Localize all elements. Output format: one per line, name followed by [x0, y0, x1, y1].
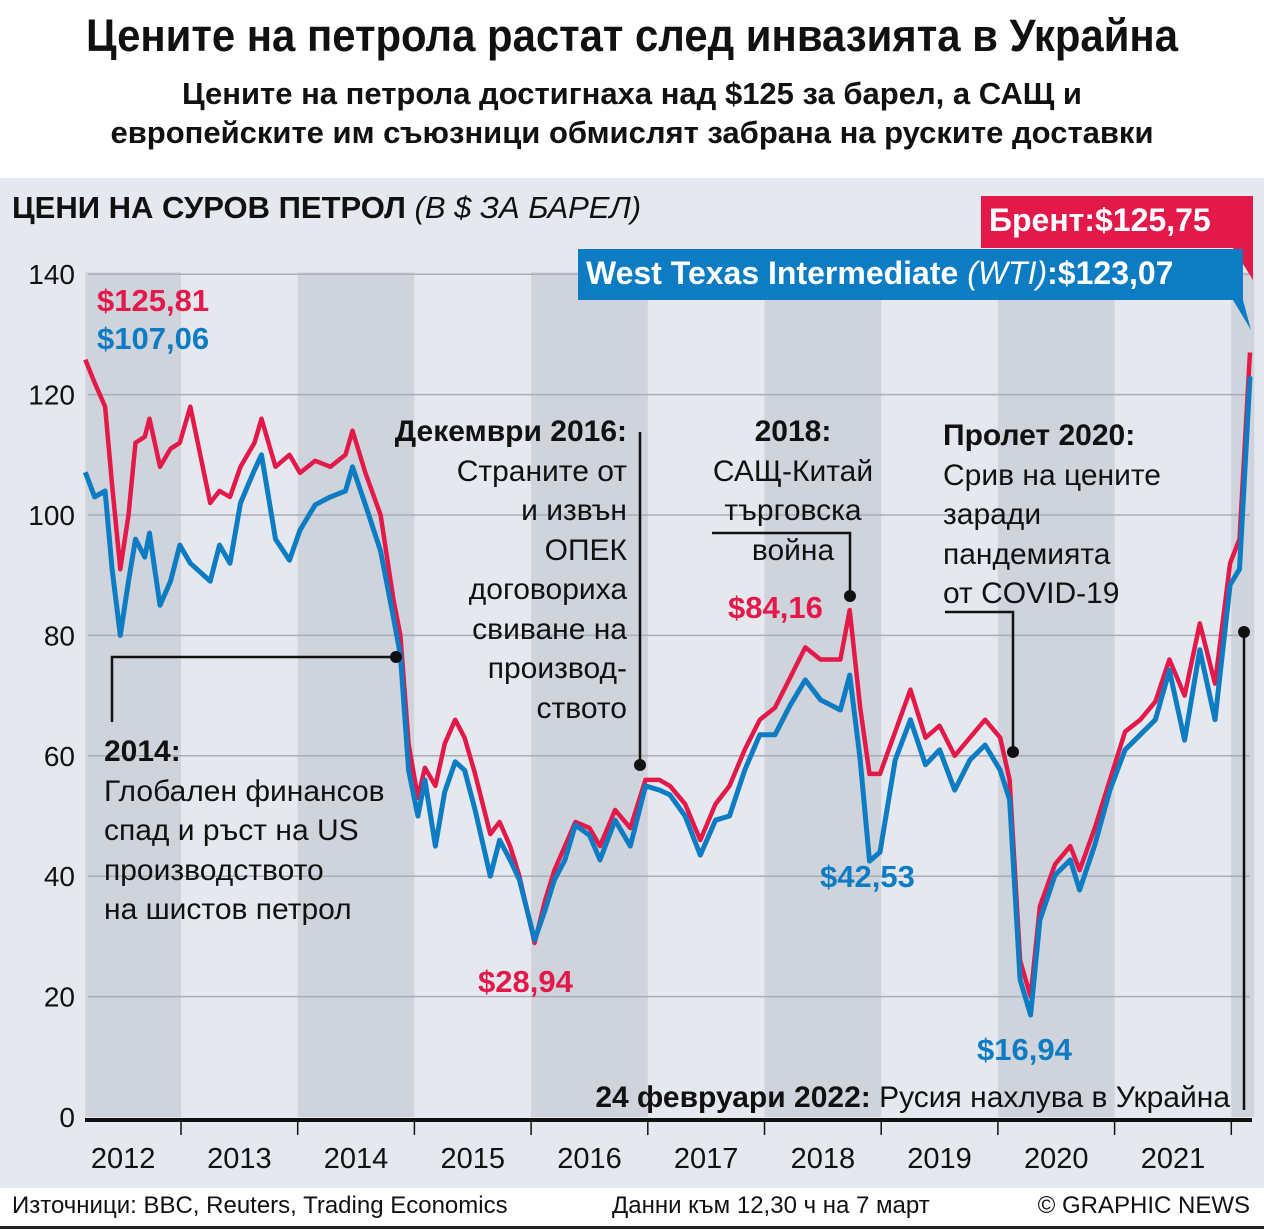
legend-brent-value: $125,75 [1095, 202, 1211, 238]
annotation-line: спад и ръст на US [104, 814, 359, 847]
chart-title: ЦЕНИ НА СУРОВ ПЕТРОЛ (В $ ЗА БАРЕЛ) [12, 190, 641, 226]
y-tick-label: 0 [59, 1102, 75, 1133]
wti-pointer [1233, 300, 1251, 330]
chart-title-text: ЦЕНИ НА СУРОВ ПЕТРОЛ [12, 190, 406, 225]
year-band [997, 272, 1115, 1117]
marker-2020 [1007, 746, 1019, 758]
legend-brent: Брент:$125,75 [981, 196, 1253, 248]
annotation-line: на шистов петрол [104, 893, 352, 926]
x-tick-label: 2015 [440, 1143, 505, 1175]
y-tick-label: 60 [44, 741, 75, 772]
footer: Източници: BBC, Reuters, Trading Economi… [0, 1188, 1264, 1229]
data-time: Данни към 12,30 ч на 7 март [612, 1192, 930, 1219]
annotation-2014-head: 2014 [104, 735, 171, 768]
annotation-line: Страните от [456, 454, 627, 488]
sources: Източници: BBC, Reuters, Trading Economi… [12, 1192, 508, 1219]
x-tick-label: 2020 [1024, 1143, 1089, 1175]
label-brent-2018-high: $84,16 [728, 590, 823, 625]
annotation-line: пандемията [943, 537, 1111, 571]
y-tick-label: 120 [28, 380, 75, 411]
annotation-2016-head: Декември 2016 [394, 415, 617, 448]
label-wti-2018-low: $42,53 [820, 859, 915, 894]
annotation-line: търговска [724, 494, 862, 527]
marker-2022 [1238, 626, 1250, 638]
year-band [85, 272, 181, 1117]
annotation-line: заради [943, 498, 1042, 531]
annotation-2016: Декември 2016: Страните от и извън ОПЕК … [395, 412, 627, 728]
x-tick-label: 2016 [557, 1143, 622, 1175]
leader-2014 [110, 655, 396, 722]
label-wti-start: $107,06 [97, 321, 210, 356]
leader-2018 [712, 531, 852, 596]
page-title: Цените на петрола растат след инвазията … [86, 10, 1178, 61]
annotation-line: война [751, 533, 835, 567]
year-band [297, 272, 415, 1117]
marker-2018 [844, 590, 856, 602]
x-tick-label: 2013 [207, 1143, 272, 1175]
annotation-2018-head: 2018 [754, 415, 822, 448]
label-brent-2016-low: $28,94 [478, 964, 573, 999]
legend-wti-abbr: (WTI) [967, 255, 1048, 291]
year-band [531, 272, 648, 1117]
credit: © GRAPHIC NEWS [1037, 1192, 1250, 1219]
annotation-line: производ- [487, 652, 627, 685]
x-tick-label: 2014 [324, 1143, 389, 1175]
label-wti-2020-low: $16,94 [977, 1032, 1072, 1067]
x-tick-label: 2021 [1141, 1143, 1206, 1175]
legend-wti-value: :$123,07 [1047, 255, 1174, 291]
subtitle: Цените на петрола достигнаха над $125 за… [0, 74, 1264, 152]
legend-wti-label: West Texas Intermediate [586, 255, 968, 291]
annotation-line: ОПЕК [544, 533, 627, 567]
label-brent-start: $125,81 [97, 283, 210, 318]
annotation-2020: Пролет 2020: Срив на цените заради панде… [943, 416, 1161, 614]
annotation-2022-head: 24 февруари 2022 [595, 1081, 861, 1114]
y-tick-label: 40 [44, 861, 75, 892]
annotation-2020-head: Пролет 2020 [943, 419, 1126, 452]
annotation-line: Глобален финансов [104, 774, 385, 808]
subtitle-line-1: Цените на петрола достигнаха над $125 за… [182, 76, 1082, 111]
annotation-line: САЩ-Китай [712, 454, 874, 488]
annotation-2022-text: Русия нахлува в Украйна [879, 1081, 1230, 1114]
annotation-line: производството [104, 853, 324, 887]
subtitle-line-2: европейските им съюзници обмислят забран… [110, 115, 1154, 150]
x-tick-label: 2018 [791, 1143, 856, 1175]
annotation-line: свиване на [472, 612, 627, 646]
y-tick-label: 140 [28, 259, 75, 290]
annotation-2014: 2014: Глобален финансов спад и ръст на U… [104, 732, 385, 930]
x-tick-label: 2012 [91, 1143, 156, 1175]
annotation-2022: 24 февруари 2022: Русия нахлува в Украйн… [595, 1081, 1230, 1114]
marker-2016 [634, 759, 646, 771]
annotation-line: от COVID-19 [943, 577, 1120, 610]
annotation-2018: 2018: САЩ-Китай търговска война [700, 412, 886, 570]
y-tick-label: 20 [44, 982, 75, 1013]
leader-2020 [945, 610, 1015, 752]
chart-unit: (В $ ЗА БАРЕЛ) [414, 190, 642, 225]
annotation-line: Срив на цените [943, 458, 1161, 492]
marker-2014 [390, 651, 402, 663]
legend-brent-label: Брент: [989, 202, 1095, 238]
wti-line [82, 376, 1253, 1018]
annotation-line: ството [536, 691, 627, 725]
legend-wti: West Texas Intermediate (WTI):$123,07 [578, 249, 1243, 300]
annotation-line: договориха [468, 573, 627, 606]
x-tick-label: 2019 [907, 1143, 972, 1175]
x-tick-label: 2017 [674, 1143, 739, 1175]
y-tick-label: 100 [28, 500, 75, 531]
y-tick-label: 80 [44, 620, 75, 651]
annotation-line: и извън [521, 494, 627, 527]
